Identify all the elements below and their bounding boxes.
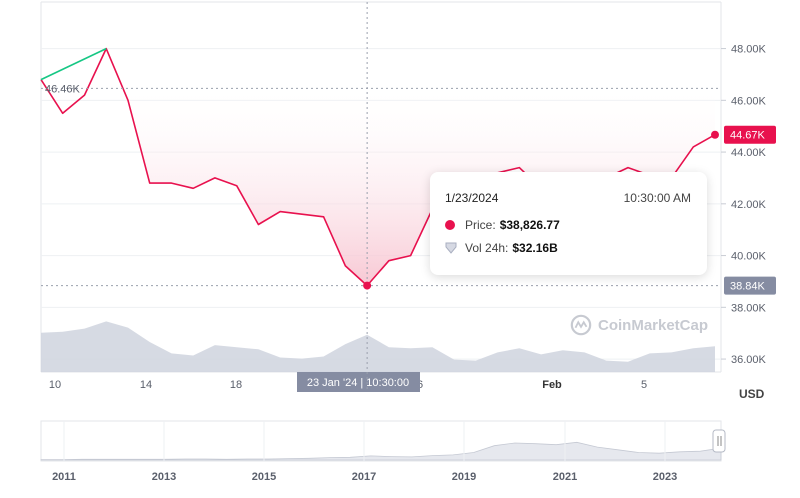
y-axis: 48.00K 46.00K 44.00K 42.00K 40.00K 38.00K 36.0… [721,44,767,366]
tooltip-price-label: Price: [465,218,496,232]
open-price-label: 46.46K [45,83,81,95]
tooltip-price-value: $38,826.77 [499,218,560,232]
price-fill [41,88,715,286]
navigator-tick-label: 2015 [252,471,276,483]
price-dot-icon [445,220,455,230]
watermark-text: CoinMarketCap [598,316,709,334]
currency-unit-label: USD [739,387,765,401]
low-price-badge [724,276,776,295]
chart-tooltip: 1/23/2024 10:30:00 AM Price: $38,826.77 … [430,172,707,275]
navigator-tick-label: 2021 [553,471,577,483]
hover-point [363,281,372,290]
navigator-tick-label: 2013 [152,471,176,483]
tooltip-date: 1/23/2024 [445,191,499,205]
tooltip-time: 10:30:00 AM [623,191,691,205]
navigator-tick-label: 2017 [352,471,376,483]
y-tick-label: 48.00K [731,44,767,56]
price-line-up-path [40,47,107,81]
crosshair-date-label: 23 Jan '24 | 10:30:00 [307,377,409,389]
crosshair-date-badge [297,372,420,392]
y-tick-label: 38.00K [731,302,767,314]
watermark: CoinMarketCap [570,314,708,336]
last-price-badge [724,125,776,144]
price-area-fill [41,88,715,286]
y-tick-label: 40.00K [731,251,767,263]
volume-shield-icon [445,242,457,254]
chart-overlay: 46.46K 44.67K 38.84K [41,2,776,392]
coinmarketcap-logo-icon [570,314,592,336]
tooltip-price-row: Price: $38,826.77 [445,218,560,232]
volume-bars [41,321,715,372]
x-tick-label: 18 [230,379,242,391]
x-tick-label: 14 [140,379,152,391]
x-tick-label: 10 [49,379,61,391]
navigator-area [40,441,722,461]
navigator-tick-label: 2011 [52,471,76,483]
last-price-label: 44.67K [730,130,766,142]
y-tick-label: 46.00K [731,95,767,107]
tooltip-volume-label: Vol 24h: [465,241,509,255]
navigator-tick-label: 2023 [653,471,677,483]
x-tick-label: 5 [641,379,647,391]
x-axis: 1014186Feb523 Jan '24 | 10:30:00 [49,372,647,392]
tooltip-volume-row: Vol 24h: $32.16B [445,241,558,255]
navigator[interactable]: 2011 2013 2015 2017 2019 2021 2023 [40,420,726,483]
volume-area [41,321,715,372]
x-tick-label: Feb [542,379,562,391]
low-price-label: 38.84K [730,281,766,293]
tooltip-volume-value: $32.16B [512,241,558,255]
y-tick-label: 36.00K [731,354,767,366]
drag-handle-icon [712,429,726,453]
y-tick-label: 44.00K [731,147,767,159]
navigator-tick-label: 2019 [452,471,476,483]
last-price-point [711,130,719,139]
y-tick-label: 42.00K [731,199,767,211]
